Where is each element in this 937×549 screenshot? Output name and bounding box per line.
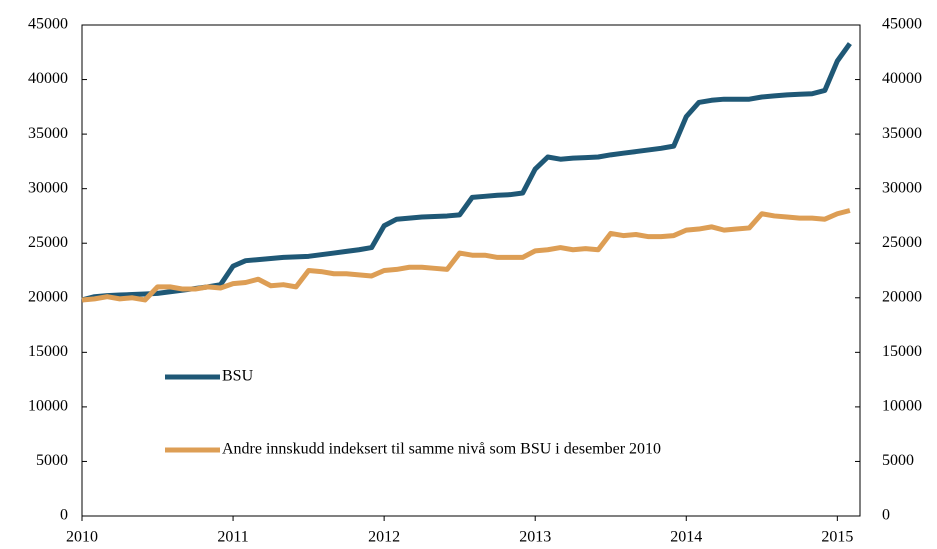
x-tick-label: 2010 [66, 529, 98, 546]
y2-tick-label: 40000 [882, 70, 922, 87]
plot-frame [81, 24, 861, 517]
y2-tick-label: 30000 [882, 179, 922, 196]
series-line [81, 42, 852, 303]
y-tick-label: 10000 [28, 398, 68, 415]
y2-tick-label: 20000 [882, 288, 922, 305]
y-tick-label: 30000 [28, 179, 68, 196]
x-tick-label: 2015 [821, 529, 853, 546]
y2-tick-label: 15000 [882, 343, 922, 360]
y-tick-label: 15000 [28, 343, 68, 360]
x-tick-label: 2012 [368, 529, 400, 546]
legend-label: BSU [222, 368, 254, 385]
y2-tick-label: 25000 [882, 234, 922, 251]
y2-tick-label: 0 [882, 507, 890, 524]
y2-tick-label: 5000 [882, 452, 914, 469]
y-tick-label: 25000 [28, 234, 68, 251]
x-tick-label: 2011 [217, 529, 248, 546]
y2-tick-label: 45000 [882, 16, 922, 33]
y-tick-label: 20000 [28, 288, 68, 305]
y2-tick-label: 35000 [882, 125, 922, 142]
y2-tick-label: 10000 [882, 398, 922, 415]
y-tick-label: 5000 [36, 452, 68, 469]
y-tick-label: 0 [60, 507, 68, 524]
x-tick-label: 2013 [519, 529, 551, 546]
y-tick-label: 40000 [28, 70, 68, 87]
legend-label: Andre innskudd indeksert til samme nivå … [222, 441, 661, 458]
series-line [81, 208, 851, 303]
y-tick-label: 45000 [28, 16, 68, 33]
x-tick-label: 2014 [670, 529, 702, 546]
y-tick-label: 35000 [28, 125, 68, 142]
